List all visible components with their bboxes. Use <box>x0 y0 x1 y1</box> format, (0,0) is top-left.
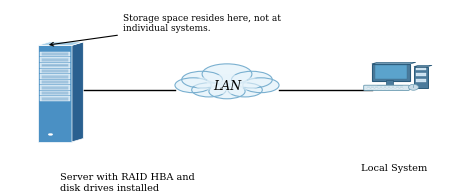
FancyBboxPatch shape <box>40 85 70 90</box>
Circle shape <box>175 78 211 93</box>
FancyBboxPatch shape <box>40 57 70 62</box>
Polygon shape <box>72 42 83 142</box>
FancyBboxPatch shape <box>40 91 70 95</box>
FancyBboxPatch shape <box>380 88 382 89</box>
Text: Local System: Local System <box>361 164 428 173</box>
FancyBboxPatch shape <box>40 80 70 84</box>
Circle shape <box>229 77 261 90</box>
FancyBboxPatch shape <box>392 88 395 89</box>
FancyBboxPatch shape <box>40 96 70 101</box>
Circle shape <box>202 64 252 84</box>
FancyBboxPatch shape <box>375 86 378 87</box>
FancyBboxPatch shape <box>396 88 399 89</box>
FancyBboxPatch shape <box>367 88 370 89</box>
FancyBboxPatch shape <box>388 88 390 89</box>
Circle shape <box>193 77 225 90</box>
FancyBboxPatch shape <box>375 65 407 79</box>
FancyBboxPatch shape <box>388 86 390 87</box>
Text: Storage space resides here, not at
individual systems.: Storage space resides here, not at indiv… <box>50 14 281 46</box>
Circle shape <box>243 78 279 93</box>
Circle shape <box>175 78 211 93</box>
FancyBboxPatch shape <box>40 52 70 56</box>
FancyBboxPatch shape <box>40 74 70 79</box>
Text: Server with RAID HBA and
disk drives installed: Server with RAID HBA and disk drives ins… <box>59 173 194 193</box>
Circle shape <box>232 71 272 88</box>
Polygon shape <box>38 42 83 45</box>
Circle shape <box>232 71 272 88</box>
Circle shape <box>209 84 245 99</box>
Circle shape <box>228 83 262 97</box>
FancyBboxPatch shape <box>377 85 402 88</box>
FancyBboxPatch shape <box>385 80 393 86</box>
FancyBboxPatch shape <box>400 86 403 87</box>
Polygon shape <box>372 62 416 64</box>
FancyBboxPatch shape <box>416 73 426 76</box>
FancyBboxPatch shape <box>384 86 386 87</box>
FancyBboxPatch shape <box>364 85 410 90</box>
FancyBboxPatch shape <box>380 86 382 87</box>
Circle shape <box>202 64 252 84</box>
Circle shape <box>228 83 262 97</box>
FancyBboxPatch shape <box>371 86 374 87</box>
Polygon shape <box>38 45 72 142</box>
FancyBboxPatch shape <box>367 86 370 87</box>
FancyBboxPatch shape <box>371 88 374 89</box>
FancyBboxPatch shape <box>416 79 426 82</box>
FancyBboxPatch shape <box>400 88 403 89</box>
Ellipse shape <box>409 84 419 90</box>
FancyBboxPatch shape <box>396 86 399 87</box>
FancyBboxPatch shape <box>416 68 426 70</box>
FancyBboxPatch shape <box>414 67 428 88</box>
FancyBboxPatch shape <box>375 88 378 89</box>
Circle shape <box>192 83 226 97</box>
FancyBboxPatch shape <box>384 88 386 89</box>
Polygon shape <box>414 65 432 67</box>
FancyBboxPatch shape <box>40 63 70 68</box>
Circle shape <box>207 74 247 91</box>
Text: LAN: LAN <box>213 80 241 93</box>
Circle shape <box>211 82 243 94</box>
Circle shape <box>243 78 279 93</box>
FancyBboxPatch shape <box>40 69 70 73</box>
FancyBboxPatch shape <box>372 64 410 81</box>
Circle shape <box>48 133 53 135</box>
FancyBboxPatch shape <box>392 86 395 87</box>
Circle shape <box>209 84 245 99</box>
Circle shape <box>192 83 226 97</box>
Circle shape <box>182 71 222 88</box>
Circle shape <box>182 71 222 88</box>
